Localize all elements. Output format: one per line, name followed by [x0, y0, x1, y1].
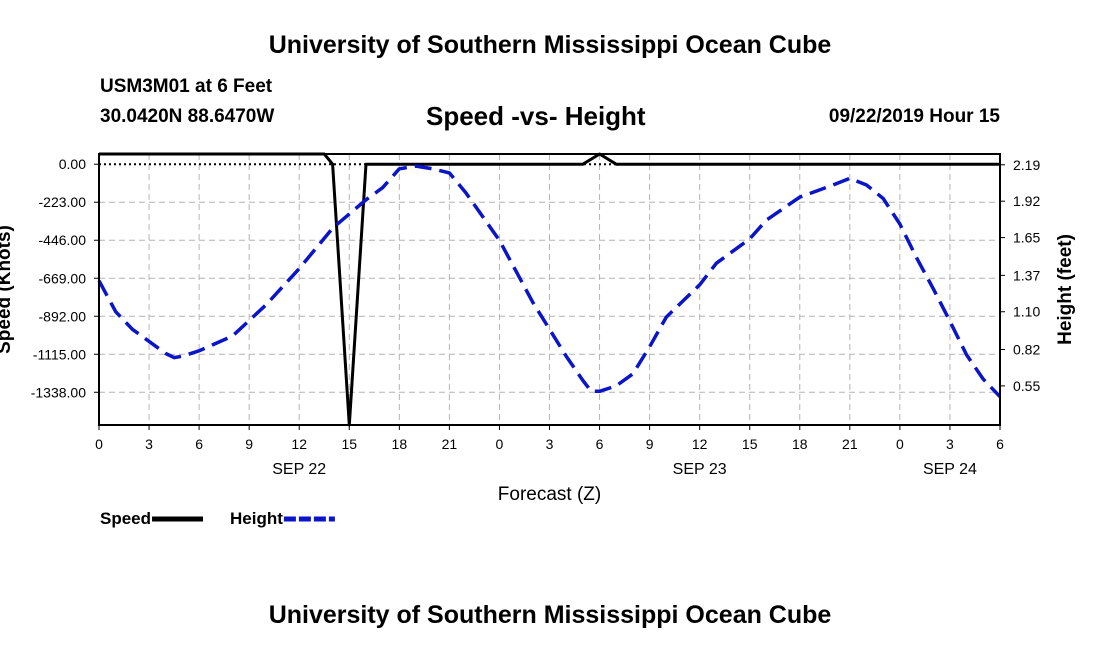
x-tick-label: 12	[692, 436, 708, 452]
y-left-tick-label: -1338.00	[31, 384, 86, 400]
legend-label-speed: Speed	[100, 509, 151, 528]
y-right-tick-label: 1.37	[1013, 267, 1040, 283]
y-left-tick-label: -446.00	[39, 232, 87, 248]
x-tick-label: 21	[842, 436, 858, 452]
y-left-tick-label: 0.00	[59, 156, 86, 172]
footer-title: University of Southern Mississippi Ocean…	[268, 601, 832, 629]
x-tick-label: 0	[95, 436, 103, 452]
x-tick-label: 6	[596, 436, 604, 452]
x-tick-label: 18	[792, 436, 808, 452]
x-tick-label: 6	[996, 436, 1004, 452]
date-label: SEP 22	[272, 461, 326, 478]
date-label: SEP 23	[673, 461, 727, 478]
x-tick-label: 3	[145, 436, 153, 452]
y-right-tick-label: 2.19	[1013, 157, 1040, 173]
y-left-axis-title: Speed (Knots)	[0, 225, 15, 354]
forecast-datetime: 09/22/2019 Hour 15	[828, 106, 1000, 127]
x-tick-label: 12	[291, 436, 307, 452]
chart-title: Speed -vs- Height	[426, 101, 646, 131]
y-right-tick-label: 1.65	[1013, 230, 1040, 246]
y-right-tick-label: 0.55	[1013, 378, 1040, 394]
x-tick-label: 3	[946, 436, 954, 452]
x-tick-label: 9	[646, 436, 654, 452]
x-axis-title: Forecast (Z)	[498, 484, 601, 505]
x-tick-label: 18	[392, 436, 408, 452]
station-name: USM3M01 at 6 Feet	[100, 76, 273, 97]
x-tick-label: 6	[195, 436, 203, 452]
header-title: University of Southern Mississippi Ocean…	[268, 31, 832, 59]
y-right-axis-title: Height (feet)	[1055, 234, 1076, 345]
x-tick-label: 0	[896, 436, 904, 452]
y-left-tick-label: -669.00	[39, 270, 87, 286]
x-tick-label: 0	[496, 436, 504, 452]
y-right-tick-label: 1.92	[1013, 193, 1040, 209]
y-left-tick-label: -223.00	[39, 194, 87, 210]
y-left-tick-label: -892.00	[39, 308, 87, 324]
plot-frame	[98, 153, 1001, 426]
x-tick-label: 3	[546, 436, 554, 452]
legend-label-height: Height	[230, 509, 283, 528]
y-right-tick-label: 0.82	[1013, 341, 1040, 357]
x-tick-label: 9	[245, 436, 253, 452]
date-label: SEP 24	[923, 461, 977, 478]
y-right-tick-label: 1.10	[1013, 304, 1040, 320]
x-tick-label: 15	[742, 436, 758, 452]
station-coords: 30.0420N 88.6470W	[100, 106, 275, 127]
x-tick-label: 15	[341, 436, 357, 452]
x-tick-label: 21	[442, 436, 458, 452]
series-height-line	[97, 164, 1002, 398]
y-left-tick-label: -1115.00	[33, 346, 86, 362]
